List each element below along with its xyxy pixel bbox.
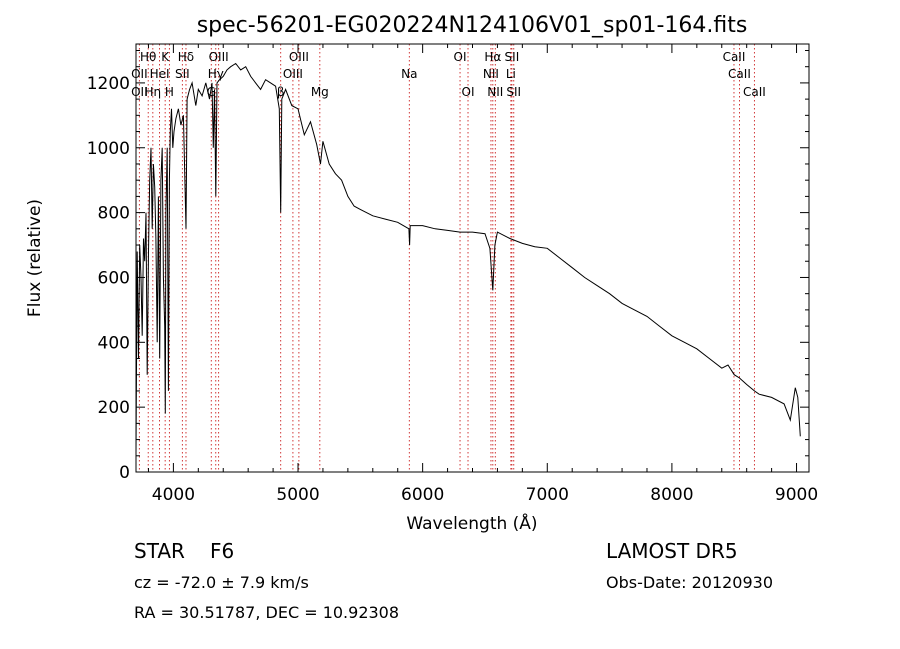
- line-label: OII: [131, 85, 148, 99]
- emission-line-markers: [138, 44, 755, 472]
- line-label: CaII: [728, 67, 751, 81]
- y-tick-label: 400: [98, 333, 130, 353]
- object-class: STAR: [134, 539, 185, 563]
- x-tick-label: 7000: [526, 485, 569, 505]
- line-label: Hθ: [140, 50, 156, 64]
- plot-frame: [135, 43, 810, 473]
- spectrum-line: [135, 62, 801, 453]
- redshift-velocity: cz = -72.0 ± 7.9 km/s: [134, 573, 309, 592]
- line-label: OII: [131, 67, 148, 81]
- line-label: OI: [454, 50, 467, 64]
- y-tick-label: 200: [98, 398, 130, 418]
- line-label: G: [207, 85, 216, 99]
- line-label: OI: [462, 85, 475, 99]
- line-label: Mg: [311, 85, 329, 99]
- x-axis-label: Wavelength (Å): [406, 512, 537, 534]
- line-label: H: [165, 85, 174, 99]
- line-label: OIII: [289, 50, 309, 64]
- line-label: CaII: [743, 85, 766, 99]
- y-axis-label: Flux (relative): [25, 199, 45, 317]
- object-subclass: F6: [210, 539, 234, 563]
- x-tick-label: 6000: [401, 485, 444, 505]
- line-label: HeI: [150, 67, 170, 81]
- line-label: SII: [505, 50, 520, 64]
- observation-date: Obs-Date: 20120930: [606, 573, 773, 592]
- y-tick-label: 600: [98, 268, 130, 288]
- y-axis-ticks: 0 200 400 600 800 1000 1200: [87, 49, 809, 483]
- survey-name: LAMOST DR5: [606, 539, 738, 563]
- y-tick-label: 1000: [87, 139, 130, 159]
- line-label: NII: [487, 85, 503, 99]
- y-tick-label: 800: [98, 204, 130, 224]
- line-label: OIII: [283, 67, 303, 81]
- line-label: Hδ: [178, 50, 194, 64]
- y-tick-label: 0: [119, 463, 130, 483]
- x-tick-label: 9000: [775, 485, 818, 505]
- line-label: β: [277, 85, 285, 99]
- line-label: SII: [175, 67, 190, 81]
- line-label: Li: [506, 67, 516, 81]
- line-label: K: [161, 50, 170, 64]
- line-label: CaII: [723, 50, 746, 64]
- line-label: SII: [506, 85, 521, 99]
- x-tick-label: 4000: [152, 485, 195, 505]
- line-label: Na: [401, 67, 417, 81]
- x-axis-ticks: 4000 5000 6000 7000 8000 9000: [147, 44, 818, 505]
- line-label: Hγ: [208, 67, 224, 81]
- y-tick-label: 1200: [87, 74, 130, 94]
- x-tick-label: 5000: [276, 485, 319, 505]
- coordinates: RA = 30.51787, DEC = 10.92308: [134, 603, 399, 622]
- x-tick-label: 8000: [650, 485, 693, 505]
- line-label: NII: [483, 67, 499, 81]
- line-label: OIII: [209, 50, 229, 64]
- chart-title: spec-56201-EG020224N124106V01_sp01-164.f…: [197, 13, 748, 38]
- line-label: Hη: [145, 85, 162, 99]
- line-label: Hα: [484, 50, 501, 64]
- emission-line-labels: Hθ K Hδ OIII OIII OI Hα SII CaII OII HeI SII Hγ OIII N…: [131, 50, 766, 99]
